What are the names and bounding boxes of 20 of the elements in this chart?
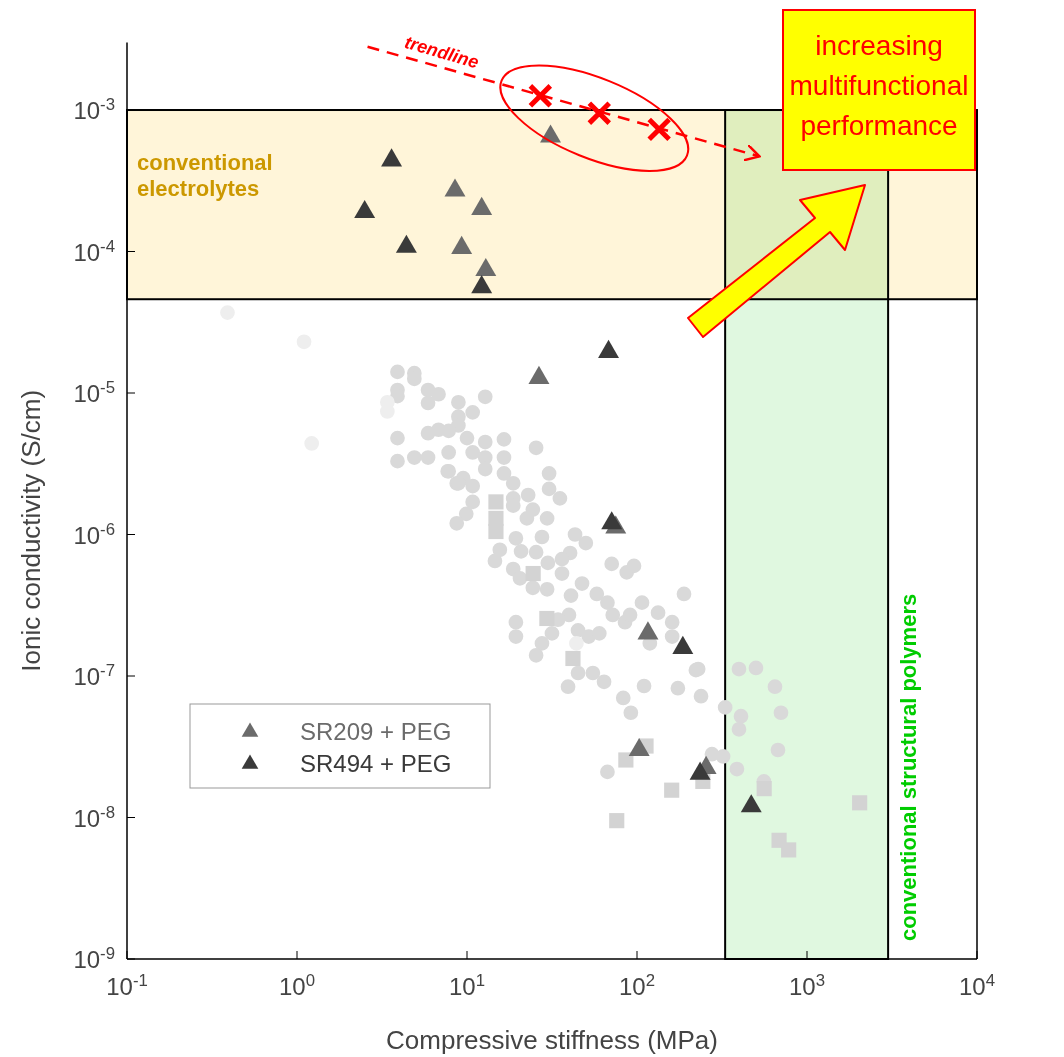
annotation: increasing multifunctional performance [789,30,969,141]
y-axis-title: Ionic conductivity (S/cm) [16,389,46,672]
legend-label: SR209 + PEG [300,718,452,745]
x-tick-label: 10$^{1}$ [448,970,486,1000]
x-tick-label: 10$^{2}$ [618,970,656,1000]
y-tick-label: 10$^{-5}$ [73,377,115,408]
legend-label: SR494 + PEG [300,750,452,777]
y-tick-label: 10$^{-9}$ [73,943,115,973]
x-tick-label: 10$^{3}$ [788,970,826,1000]
y-tick-label: 10$^{-3}$ [73,94,115,125]
x-tick-label: 10$^{-1}$ [106,970,148,1000]
band-label: conventional structural polymers [896,593,922,941]
x-axis-title: Compressive stiffness (MPa) [386,1025,718,1055]
band-label: conventional electrolytes [137,150,273,202]
y-tick-label: 10$^{-4}$ [73,236,115,266]
y-tick-label: 10$^{-7}$ [73,660,115,690]
y-tick-label: 10$^{-6}$ [73,519,115,549]
x-tick-label: 10$^{4}$ [958,970,996,1000]
y-tick-label: 10$^{-8}$ [73,802,115,832]
x-tick-label: 10$^{0}$ [278,970,316,1000]
